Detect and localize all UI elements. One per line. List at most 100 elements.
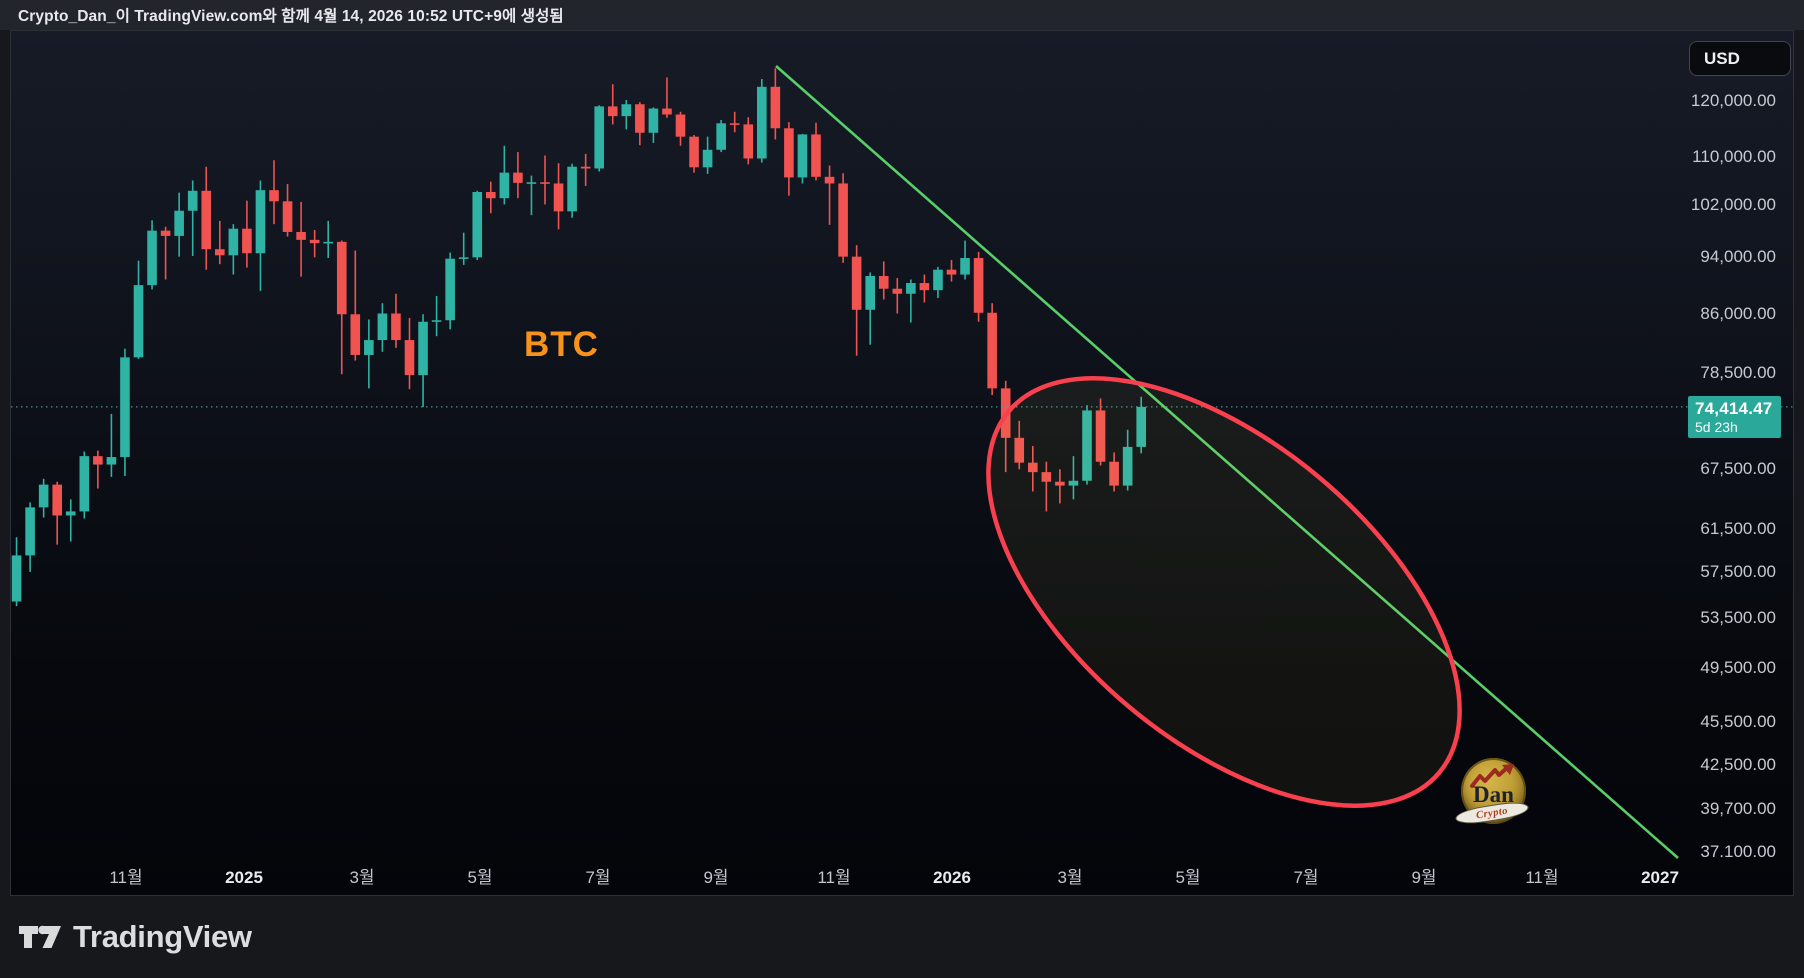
price-axis-label: 102,000.00 xyxy=(1690,195,1776,215)
candle-body xyxy=(702,149,713,168)
time-axis-label: 9월 xyxy=(703,868,729,887)
candle-body xyxy=(635,104,645,133)
candle-body xyxy=(933,269,943,291)
candle-body xyxy=(662,108,672,115)
candle-body xyxy=(418,321,428,376)
candle-body xyxy=(906,283,916,294)
candle-body xyxy=(675,114,686,137)
candle-body xyxy=(1109,461,1119,486)
candle-body xyxy=(865,275,875,310)
candle-body xyxy=(743,124,754,159)
candle-body xyxy=(892,288,903,294)
candle-body xyxy=(1028,462,1038,473)
time-axis-label: 5월 xyxy=(467,868,493,887)
candle-body xyxy=(38,484,49,508)
candle-body xyxy=(486,192,496,199)
candle-body xyxy=(350,314,361,355)
candle-body xyxy=(1014,437,1025,463)
candle-body xyxy=(1041,472,1052,482)
candle-body xyxy=(472,192,483,258)
candle-body xyxy=(729,123,740,125)
price-axis-label: 110,000.00 xyxy=(1692,146,1776,166)
candle-body xyxy=(336,241,347,315)
candle-body xyxy=(133,285,144,358)
trendline-drawing[interactable] xyxy=(775,65,1679,859)
last-price-badge[interactable]: 74,414.47 5d 23h xyxy=(1688,396,1781,438)
candle-body xyxy=(878,275,889,289)
bar-close-countdown: 5d 23h xyxy=(1695,419,1738,435)
price-axis-label: 57,500.00 xyxy=(1700,561,1776,581)
ellipse-drawing[interactable] xyxy=(913,297,1535,887)
currency-usd-button[interactable]: USD xyxy=(1689,41,1791,76)
candle-body xyxy=(106,457,117,465)
candle-body xyxy=(567,166,577,212)
tradingview-logo-text: TradingView xyxy=(73,919,252,954)
candle-body xyxy=(851,256,862,310)
candle-body xyxy=(25,507,35,556)
time-axis-label: 3월 xyxy=(349,868,375,887)
candle-body xyxy=(296,231,306,240)
candle-body xyxy=(255,190,266,254)
time-axis-label: 7월 xyxy=(1293,868,1319,887)
candle-body xyxy=(120,357,130,458)
candle-body xyxy=(648,108,659,133)
candle-body xyxy=(391,313,401,341)
candle-body xyxy=(770,86,781,129)
symbol-text-drawing[interactable]: BTC xyxy=(524,325,599,364)
last-price-value: 74,414.47 xyxy=(1695,399,1773,418)
price-axis-label: 61,500.00 xyxy=(1700,518,1776,538)
candle-body xyxy=(1068,480,1079,486)
price-axis-label: 39,700.00 xyxy=(1700,798,1776,818)
candle-body xyxy=(201,190,212,250)
candle-body xyxy=(1082,410,1092,481)
candle-body xyxy=(811,134,821,177)
candle-body xyxy=(215,249,225,256)
candle-body xyxy=(323,241,333,244)
price-axis-label: 37.100.00 xyxy=(1700,842,1776,862)
candle-body xyxy=(282,201,293,232)
candle-body xyxy=(11,555,22,602)
candle-body xyxy=(987,312,997,389)
candle-body xyxy=(93,456,103,465)
time-axis-label: 11월 xyxy=(109,868,143,887)
candle-body xyxy=(187,190,198,211)
candle-body xyxy=(716,123,726,150)
candle-body xyxy=(445,258,455,321)
candle-body xyxy=(309,239,320,244)
coin-banner-text: Crypto xyxy=(1475,805,1509,821)
attribution-text: Crypto_Dan_이 TradingView.com와 함께 4월 14, … xyxy=(18,8,564,25)
candle-body xyxy=(526,182,537,184)
candle-body xyxy=(797,134,808,178)
time-axis-label: 2025 xyxy=(225,868,263,887)
candle-body xyxy=(65,511,76,516)
candle-body xyxy=(364,340,374,355)
candle-body xyxy=(242,228,252,254)
tradingview-logo-icon xyxy=(19,925,61,948)
candle-body xyxy=(52,484,62,516)
candle-body xyxy=(973,258,984,313)
candle-body xyxy=(377,313,388,341)
time-axis-label: 9월 xyxy=(1411,868,1437,887)
candle-body xyxy=(824,176,835,184)
candle-body xyxy=(1122,446,1133,486)
price-axis-label: 53,500.00 xyxy=(1700,608,1776,628)
price-axis-label: 78,500.00 xyxy=(1700,362,1776,382)
candle-body xyxy=(838,183,848,257)
footer-bar: TradingView xyxy=(0,896,1804,978)
price-axis-label: 86,000.00 xyxy=(1700,304,1776,324)
time-axis-label: 3월 xyxy=(1057,868,1083,887)
candle-body xyxy=(946,269,957,275)
time-axis-label: 7월 xyxy=(585,868,611,887)
price-axis-label: 120,000.00 xyxy=(1690,91,1776,111)
time-axis-label: 5월 xyxy=(1175,868,1201,887)
candle-body xyxy=(1055,481,1065,486)
candle-body xyxy=(404,340,415,376)
price-axis-label: 45,500.00 xyxy=(1700,711,1776,731)
candle-body xyxy=(621,104,632,117)
price-axis-label: 94,000.00 xyxy=(1700,247,1776,267)
candle-body xyxy=(499,172,510,199)
chart-canvas[interactable] xyxy=(11,31,1794,896)
candle-body xyxy=(540,182,550,184)
candle-body xyxy=(607,106,618,117)
candle-body xyxy=(147,230,157,286)
